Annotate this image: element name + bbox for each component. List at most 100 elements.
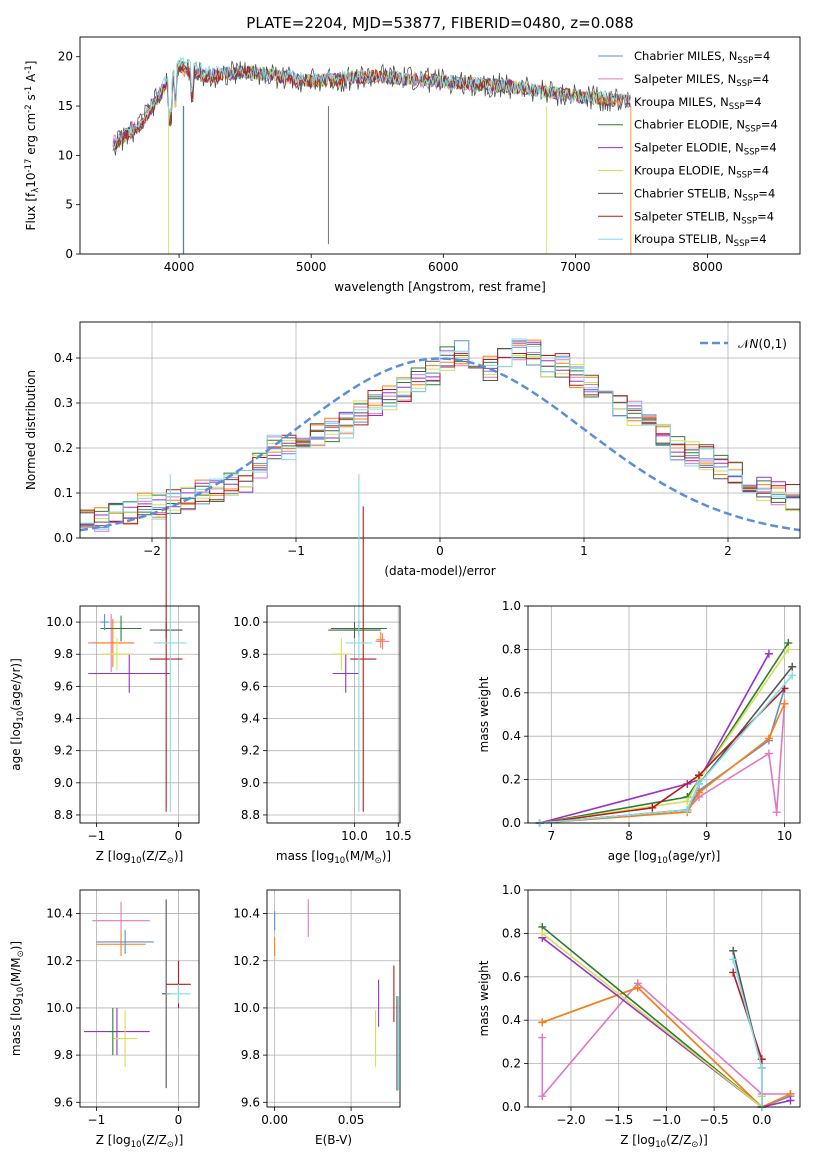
mass-vs-Z-ytick-label: 9.8 (54, 1048, 73, 1062)
mass-vs-EBV-ytick-label: 10.0 (233, 1001, 260, 1015)
weight-vs-age-marker (683, 805, 692, 814)
weight-vs-Z-frame (527, 889, 801, 1108)
residuals-histogram (80, 352, 800, 527)
residuals-xtick-label: −2 (143, 544, 161, 558)
weight-vs-Z-xlabel: Z [log10(Z/Z⊙)] (620, 1133, 708, 1150)
weight-vs-Z-xtick-label: 0.0 (752, 1113, 771, 1127)
age-vs-Z-ytick-label: 9.6 (54, 679, 73, 693)
residuals-xtick-label: 2 (724, 544, 732, 558)
age-vs-Z-frame (79, 605, 200, 824)
weight-vs-age-xtick-label: 9 (703, 829, 711, 843)
age-vs-Z-ytick-label: 10.0 (46, 615, 73, 629)
weight-vs-age-marker (772, 808, 781, 817)
weight-vs-Z-xtick-label: −1.5 (604, 1113, 633, 1127)
figure-title: PLATE=2204, MJD=53877, FIBERID=0480, z=0… (246, 14, 633, 32)
weight-vs-age-ytick-label: 0.4 (502, 729, 521, 743)
spectrum-series-line (112, 56, 631, 150)
weight-vs-Z-ytick-label: 1.0 (502, 883, 521, 897)
weight-vs-Z-marker (633, 983, 642, 992)
age-vs-mass-ytick-label: 9.8 (241, 647, 260, 661)
residuals-ytick-label: 0.4 (54, 351, 73, 365)
spectrum-legend-label: Chabrier STELIB, NSSP=4 (634, 186, 775, 203)
weight-vs-age-xtick-label: 7 (547, 829, 555, 843)
age-vs-Z-xtick-label: 0 (175, 829, 183, 843)
weight-vs-Z-xtick-label: −1.0 (652, 1113, 681, 1127)
age-vs-mass-frame (266, 605, 401, 824)
spectrum-ytick-label: 10 (58, 148, 73, 162)
weight-vs-Z-ytick-label: 0.2 (502, 1057, 521, 1071)
age-vs-mass-ytick-label: 9.4 (241, 712, 260, 726)
mass-vs-EBV-frame (266, 889, 401, 1108)
spectrum-ytick-label: 5 (65, 198, 73, 212)
spectrum-legend-label: Kroupa ELODIE, NSSP=4 (634, 164, 769, 181)
mass-vs-EBV-ytick-label: 9.8 (241, 1048, 260, 1062)
weight-vs-Z-marker (786, 1096, 795, 1105)
mass-vs-Z-xtick-label: −1 (88, 1113, 106, 1127)
mass-vs-Z-xlabel: Z [log10(Z/Z⊙)] (96, 1133, 184, 1150)
weight-vs-Z-xtick-label: −0.5 (700, 1113, 729, 1127)
weight-vs-Z-ytick-label: 0.4 (502, 1013, 521, 1027)
weight-vs-age-ytick-label: 0.8 (502, 642, 521, 656)
weight-vs-age-marker (788, 671, 797, 680)
spectrum-ytick-label: 15 (58, 99, 73, 113)
weight-vs-Z-ylabel: mass weight (477, 960, 491, 1036)
weight-vs-age-xtick-label: 8 (625, 829, 633, 843)
weight-vs-age-ytick-label: 1.0 (502, 599, 521, 613)
mass-vs-EBV-xtick-label: 0.05 (338, 1113, 365, 1127)
residuals-xtick-label: −1 (287, 544, 305, 558)
weight-vs-age-marker (780, 699, 789, 708)
mass-vs-EBV-xlabel: E(B-V) (315, 1133, 352, 1147)
weight-vs-age-line (539, 687, 786, 824)
residuals-normal-curve (79, 357, 801, 532)
age-vs-Z-ylabel: age [log10(age/yr)] (9, 658, 26, 771)
weight-vs-age-xtick-label: 10 (777, 829, 792, 843)
mass-vs-EBV-ytick-label: 10.2 (233, 954, 260, 968)
weight-vs-age-marker (788, 662, 797, 671)
residuals-ylabel: Normed distribution (24, 370, 38, 490)
mass-vs-Z-ytick-label: 10.2 (46, 954, 73, 968)
weight-vs-Z-line (542, 986, 791, 1108)
age-vs-Z-ytick-label: 9.2 (54, 744, 73, 758)
weight-vs-Z-marker (729, 955, 738, 964)
weight-vs-age-marker (764, 749, 773, 758)
spectrum-xtick-label: 8000 (692, 260, 723, 274)
spectrum-legend-label: Kroupa STELIB, NSSP=4 (634, 232, 767, 249)
weight-vs-Z-marker (538, 1018, 547, 1027)
weight-vs-age-line (539, 674, 793, 824)
age-vs-mass-ytick-label: 10.0 (233, 615, 260, 629)
weight-vs-age-line (539, 648, 789, 824)
mass-vs-Z-ytick-label: 10.4 (46, 907, 73, 921)
weight-vs-age-marker (764, 649, 773, 658)
spectrum-legend-label: Kroupa MILES, NSSP=4 (634, 95, 762, 112)
residuals-legend-label: 𝒩N(0,1) (738, 337, 787, 351)
spectrum-xtick-label: 6000 (428, 260, 459, 274)
mass-vs-Z-ytick-label: 10.0 (46, 1001, 73, 1015)
spectrum-frame (79, 36, 801, 255)
weight-vs-age-ytick-label: 0.6 (502, 686, 521, 700)
residuals-histogram (80, 338, 800, 530)
weight-vs-Z-ytick-label: 0.0 (502, 1100, 521, 1114)
weight-vs-Z-marker (538, 929, 547, 938)
mass-vs-EBV-ytick-label: 9.6 (241, 1095, 260, 1109)
weight-vs-Z-marker (538, 1092, 547, 1101)
spectrum-legend-label: Salpeter ELODIE, NSSP=4 (634, 141, 777, 158)
residuals-ytick-label: 0.1 (54, 486, 73, 500)
age-vs-Z-xlabel: Z [log10(Z/Z⊙)] (96, 849, 184, 866)
age-vs-mass-xtick-label: 10.5 (385, 829, 412, 843)
spectrum-legend-label: Chabrier MILES, NSSP=4 (634, 49, 770, 66)
spectrum-legend-label: Salpeter MILES, NSSP=4 (634, 72, 769, 89)
mass-vs-EBV-xtick-label: 0.00 (261, 1113, 288, 1127)
weight-vs-Z-ytick-label: 0.8 (502, 926, 521, 940)
residuals-xlabel: (data-model)/error (384, 564, 495, 578)
age-vs-Z-ytick-label: 9.0 (54, 776, 73, 790)
mass-vs-Z-xtick-label: 0 (175, 1113, 183, 1127)
residuals-ytick-label: 0.2 (54, 441, 73, 455)
spectrum-xtick-label: 4000 (164, 260, 195, 274)
age-vs-Z-ytick-label: 8.8 (54, 808, 73, 822)
weight-vs-age-marker (764, 734, 773, 743)
weight-vs-Z-marker (729, 946, 738, 955)
weight-vs-age-frame (527, 605, 801, 824)
age-vs-mass-ytick-label: 9.2 (241, 744, 260, 758)
age-vs-mass-ytick-label: 9.0 (241, 776, 260, 790)
